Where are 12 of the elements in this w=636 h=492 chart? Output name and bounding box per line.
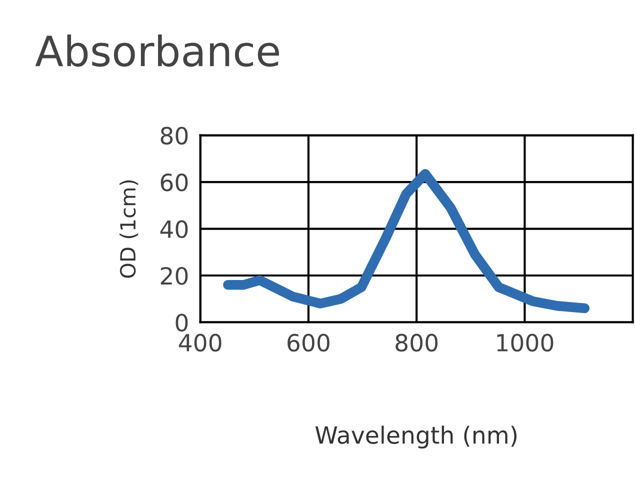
y-tick-label: 20: [160, 266, 188, 285]
y-tick-label: 80: [160, 126, 188, 145]
chart-title: Absorbance: [35, 34, 279, 67]
x-tick-label: 400: [178, 334, 222, 352]
y-tick-label: 0: [176, 314, 188, 332]
y-tick-label: 60: [160, 173, 188, 192]
x-tick-label: 800: [396, 334, 438, 352]
y-tick-label: 40: [160, 220, 188, 238]
y-axis-title: OD (1cm): [120, 180, 138, 278]
x-tick-label: 600: [288, 334, 330, 352]
x-axis-title: Wavelength (nm): [315, 426, 517, 449]
x-tick-label: 1000: [497, 334, 554, 352]
